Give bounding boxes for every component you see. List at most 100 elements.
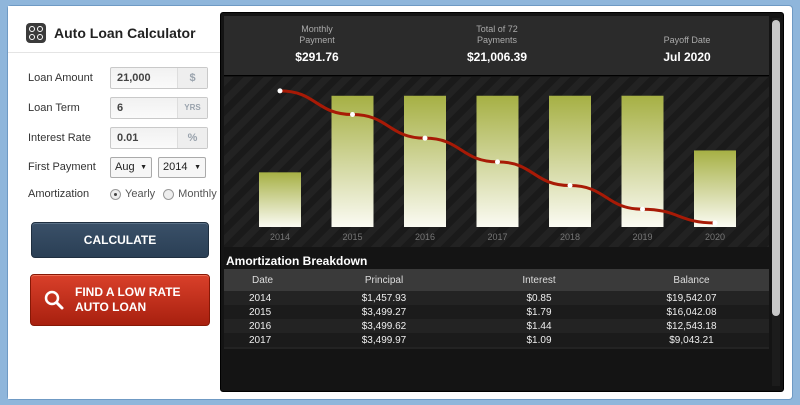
x-tick-label: 2020 [705, 232, 725, 242]
bar-2019 [621, 95, 664, 227]
chevron-down-icon: ▼ [140, 163, 147, 171]
find-loan-line1: FIND A LOW RATE [75, 285, 181, 299]
app-title: Auto Loan Calculator [54, 25, 196, 41]
monthly-radio[interactable] [163, 188, 175, 200]
cell-principal: $3,499.97 [361, 334, 407, 346]
col-interest: Interest [522, 274, 556, 286]
scrollbar-thumb[interactable] [772, 20, 780, 316]
interest-rate-label: Interest Rate [28, 132, 91, 144]
month-select[interactable]: Aug ▼ [110, 156, 152, 178]
col-date: Date [252, 274, 274, 286]
years-suffix: YRS [177, 98, 207, 118]
cell-principal: $3,499.27 [361, 306, 407, 318]
amortization-label: Amortization [28, 188, 90, 200]
loan-term-value: 6 [117, 102, 124, 114]
cell-date: 2017 [249, 334, 272, 346]
balance-point-2015 [350, 112, 355, 118]
table-body: 2014 $1,457.93 $0.85 $19,542.07 2015 $3,499.2… [224, 291, 769, 349]
payoff-label: Payoff Date [663, 35, 711, 45]
first-payment-row: First Payment Aug ▼ 2014 ▼ [28, 156, 212, 178]
year-value: 2014 [163, 161, 188, 173]
loan-term-label: Loan Term [28, 102, 80, 114]
loan-term-input[interactable]: 6 YRS [110, 97, 208, 119]
bar-2014 [259, 172, 301, 227]
loan-term-row: Loan Term 6 YRS [28, 97, 208, 119]
cell-balance: $12,543.18 [666, 320, 717, 332]
input-panel: Auto Loan Calculator Loan Amount 21,000 … [8, 6, 220, 399]
calculator-widget: Auto Loan Calculator Loan Amount 21,000 … [8, 6, 792, 399]
interest-rate-row: Interest Rate 0.01 % [28, 127, 208, 149]
balance-point-2020 [712, 220, 718, 226]
table-row: 2018$3,500.32$0.74$5,542.89 [224, 347, 769, 349]
total-payments-summary: Total of 72 Payments $21,006.39 [427, 24, 567, 64]
amortization-table: Date Principal Interest Balance 2014 $1,4… [224, 269, 769, 349]
payment-chart: 2014 2015 2016 2017 2018 2019 2020 [224, 77, 769, 247]
dollar-suffix: $ [177, 68, 207, 88]
cell-principal: $3,499.62 [361, 320, 407, 332]
find-loan-line2: AUTO LOAN [75, 300, 147, 314]
cell-principal: $3,500.32 [304, 349, 464, 350]
x-tick-label: 2017 [487, 232, 507, 242]
table-row: 2015 $3,499.27 $1.79 $16,042.08 [224, 305, 769, 319]
balance-point-2019 [640, 206, 645, 212]
monthly-payment-value: $291.76 [295, 50, 339, 64]
first-payment-label: First Payment [28, 161, 96, 173]
balance-point-2014 [277, 88, 283, 94]
table-row: 2017 $3,499.97 $1.09 $9,043.21 [224, 333, 769, 347]
yearly-label[interactable]: Yearly [125, 188, 156, 200]
balance-point-2016 [422, 135, 428, 141]
cell-balance: $19,542.07 [666, 292, 717, 304]
bar-2015 [331, 95, 374, 227]
table-header: Date Principal Interest Balance [224, 269, 769, 291]
monthly-label-1: Monthly [301, 24, 333, 34]
bar-2018 [549, 95, 591, 227]
cell-balance: $9,043.21 [669, 334, 714, 346]
balance-point-2018 [567, 183, 573, 189]
cell-interest: $0.74 [464, 349, 614, 350]
x-tick-label: 2019 [632, 232, 652, 242]
col-principal: Principal [364, 274, 404, 286]
search-icon [43, 289, 65, 311]
monthly-label[interactable]: Monthly [178, 188, 217, 200]
amortization-title: Amortization Breakdown [226, 254, 368, 268]
payoff-date-summary: Payoff Date Jul 2020 [617, 24, 757, 64]
total-label-1: Total of 72 [476, 24, 518, 34]
title-row: Auto Loan Calculator [26, 20, 196, 46]
cell-date: 2015 [249, 306, 272, 318]
month-value: Aug [115, 161, 135, 173]
total-payments-value: $21,006.39 [466, 50, 528, 64]
balance-point-2017 [495, 159, 500, 165]
calculate-button[interactable]: CALCULATE [31, 222, 209, 258]
cell-interest: $1.09 [526, 334, 552, 346]
find-loan-label: FIND A LOW RATE AUTO LOAN [75, 285, 205, 315]
chart-svg: 2014 2015 2016 2017 2018 2019 2020 [259, 88, 736, 242]
cell-principal: $1,457.93 [361, 292, 407, 304]
results-panel: Monthly Payment $291.76 Total of 72 Paym… [220, 12, 784, 392]
cell-date: 2014 [249, 292, 272, 304]
cell-balance: $5,542.89 [614, 349, 769, 350]
scrollbar[interactable] [772, 18, 780, 386]
cell-date: 2018 [224, 349, 304, 350]
percent-suffix: % [177, 128, 207, 148]
monthly-payment-summary: Monthly Payment $291.76 [247, 24, 387, 64]
table-row: 2016 $3,499.62 $1.44 $12,543.18 [224, 319, 769, 333]
payment-summary: Monthly Payment $291.76 Total of 72 Paym… [224, 16, 769, 76]
find-loan-button[interactable]: FIND A LOW RATE AUTO LOAN [30, 274, 210, 326]
calculator-icon [26, 23, 46, 43]
amortization-row: Amortization Yearly Monthly [28, 183, 225, 205]
bar-2020 [694, 150, 736, 227]
x-tick-label: 2014 [270, 232, 290, 242]
year-select[interactable]: 2014 ▼ [158, 156, 206, 178]
table-row: 2014 $1,457.93 $0.85 $19,542.07 [224, 291, 769, 305]
yearly-radio[interactable] [110, 188, 121, 200]
loan-amount-input[interactable]: 21,000 $ [110, 67, 208, 89]
total-label-2: Payments [476, 35, 518, 45]
interest-rate-input[interactable]: 0.01 % [110, 127, 208, 149]
cell-interest: $1.79 [526, 306, 552, 318]
loan-amount-label: Loan Amount [28, 72, 93, 84]
cell-interest: $0.85 [526, 292, 552, 304]
bar-2016 [404, 95, 446, 227]
monthly-label-2: Payment [299, 35, 335, 45]
divider [8, 52, 220, 53]
x-tick-label: 2015 [342, 232, 362, 242]
